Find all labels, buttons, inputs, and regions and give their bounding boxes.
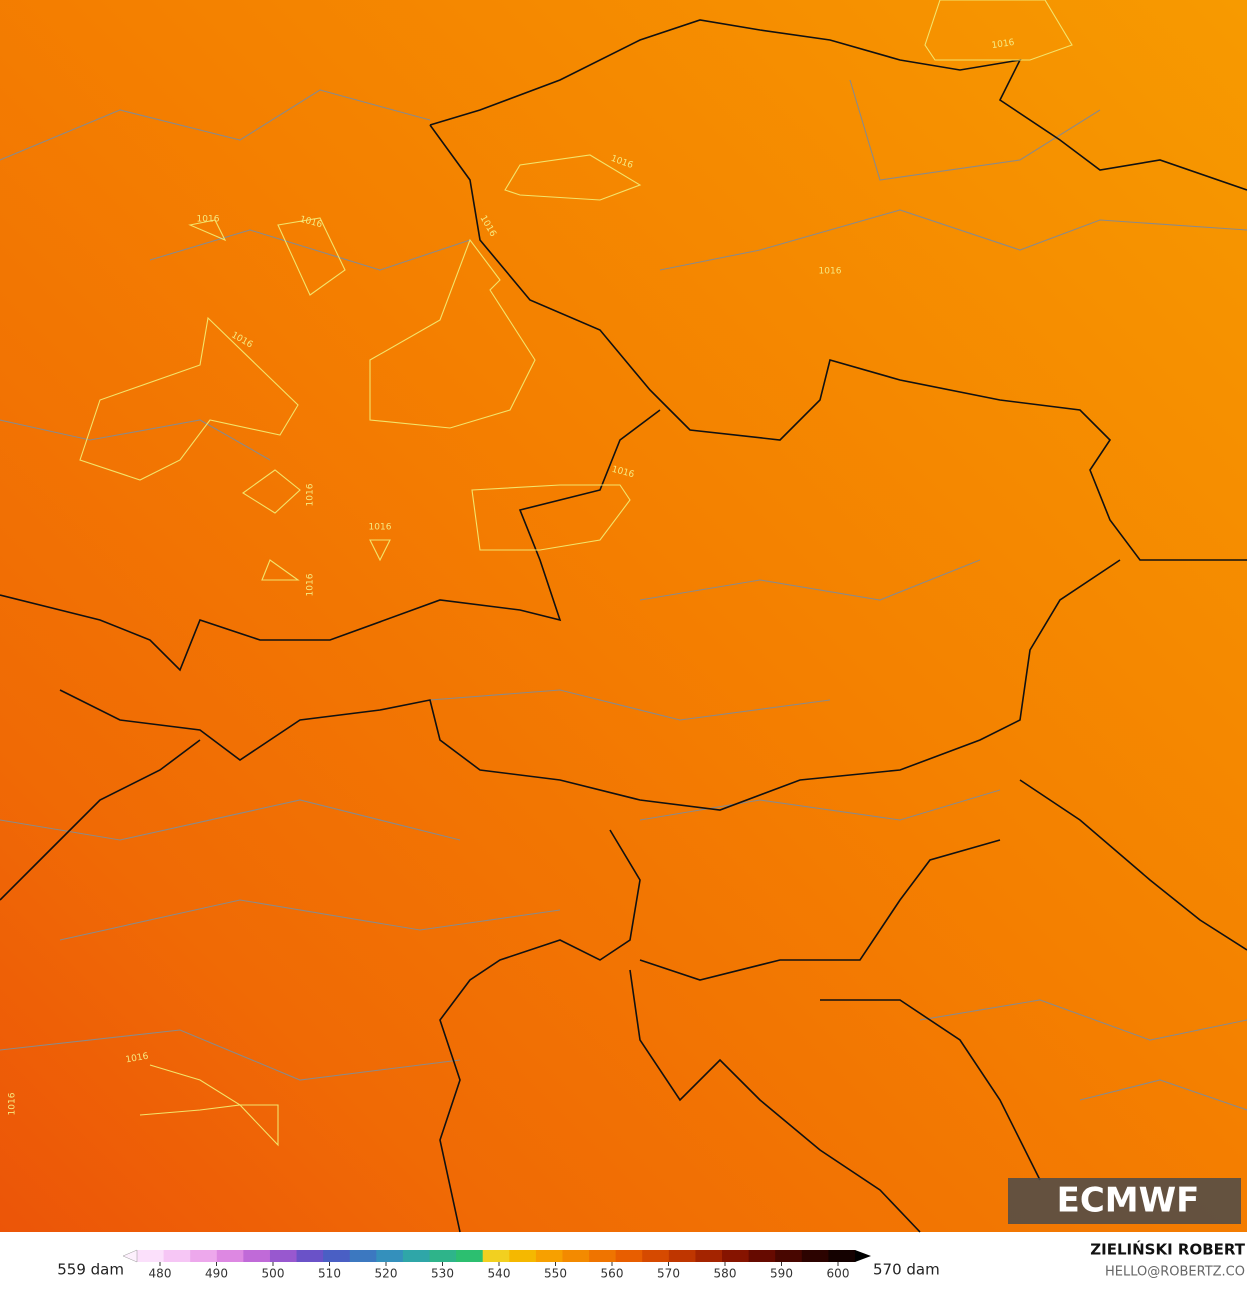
colorbar-segment bbox=[828, 1250, 856, 1262]
colorbar-tick-label: 600 bbox=[827, 1267, 850, 1281]
colorbar-tick-label: 540 bbox=[488, 1267, 511, 1281]
colorbar-arrow-left bbox=[122, 1249, 138, 1263]
isobar-label: 1016 bbox=[306, 573, 316, 596]
isobar-label: 1016 bbox=[306, 483, 316, 506]
colorbar-segment bbox=[323, 1250, 351, 1262]
colorbar-segment bbox=[589, 1250, 617, 1262]
colorbar-tick-label: 510 bbox=[318, 1267, 341, 1281]
colorbar-segment bbox=[801, 1250, 829, 1262]
colorbar-segment bbox=[137, 1250, 165, 1262]
colorbar-segment bbox=[243, 1250, 271, 1262]
country-borders bbox=[0, 19, 1247, 1233]
colorbar-segment bbox=[269, 1250, 298, 1262]
colorbar-segment bbox=[163, 1250, 191, 1262]
colorbar-segment bbox=[402, 1250, 431, 1262]
colorbar-segment bbox=[615, 1250, 643, 1262]
colorbar-segment bbox=[642, 1250, 670, 1262]
regional-borders bbox=[0, 79, 1247, 1111]
colorbar-segment bbox=[668, 1250, 696, 1262]
colorbar-segment bbox=[429, 1250, 457, 1262]
isobar-label: 1016 bbox=[369, 523, 392, 533]
colorbar-segment bbox=[775, 1250, 803, 1262]
colorbar-segment bbox=[349, 1250, 377, 1262]
isobar-label: 1016 bbox=[991, 38, 1015, 51]
colorbar-segment bbox=[482, 1250, 510, 1262]
colorbar-max-label: 570 dam bbox=[873, 1261, 940, 1279]
isobar-label: 1016 bbox=[197, 215, 220, 225]
colorbar-segment bbox=[216, 1250, 244, 1262]
colorbar-segment bbox=[748, 1250, 776, 1262]
colorbar-tick-label: 530 bbox=[431, 1267, 454, 1281]
colorbar-tick-label: 480 bbox=[149, 1267, 172, 1281]
colorbar-segment bbox=[535, 1250, 563, 1262]
isobar-label: 1016 bbox=[125, 1052, 150, 1066]
colorbar-segment bbox=[190, 1250, 218, 1262]
colorbar-tick-label: 550 bbox=[544, 1267, 567, 1281]
colorbar-tick-label: 500 bbox=[262, 1267, 285, 1281]
map-field bbox=[0, 0, 1247, 1232]
colorbar-segment bbox=[509, 1250, 537, 1262]
contact: HELLO@ROBERTZ.CO bbox=[1105, 1265, 1245, 1280]
colorbar-segment bbox=[296, 1250, 324, 1262]
isobar-label: 1016 bbox=[8, 1092, 18, 1115]
colorbar: 480 490 500 510 520 530 540 550 560 570 580 590 600 bbox=[122, 1249, 871, 1281]
colorbar-segment bbox=[456, 1250, 484, 1262]
colorbar-arrow-right bbox=[855, 1250, 871, 1262]
colorbar-tick-label: 580 bbox=[714, 1267, 737, 1281]
logo-box bbox=[1008, 1178, 1241, 1224]
colorbar-segment bbox=[562, 1250, 590, 1262]
colorbar-segment bbox=[722, 1250, 750, 1262]
colorbar-tick-label: 590 bbox=[770, 1267, 793, 1281]
isobars bbox=[79, 0, 1073, 1147]
colorbar-min-label: 559 dam bbox=[57, 1261, 124, 1279]
author: ZIELIŃSKI ROBERT bbox=[1090, 1240, 1245, 1259]
colorbar-segment bbox=[695, 1250, 723, 1262]
colorbar-tick-label: 490 bbox=[205, 1267, 228, 1281]
colorbar-tick-label: 520 bbox=[375, 1267, 398, 1281]
colorbar-tick-label: 560 bbox=[601, 1267, 624, 1281]
colorbar-tick-label: 570 bbox=[657, 1267, 680, 1281]
isobar-label: 1016 bbox=[819, 267, 842, 277]
logo-text: ECMWF bbox=[1057, 1181, 1200, 1221]
colorbar-segment bbox=[376, 1250, 404, 1262]
